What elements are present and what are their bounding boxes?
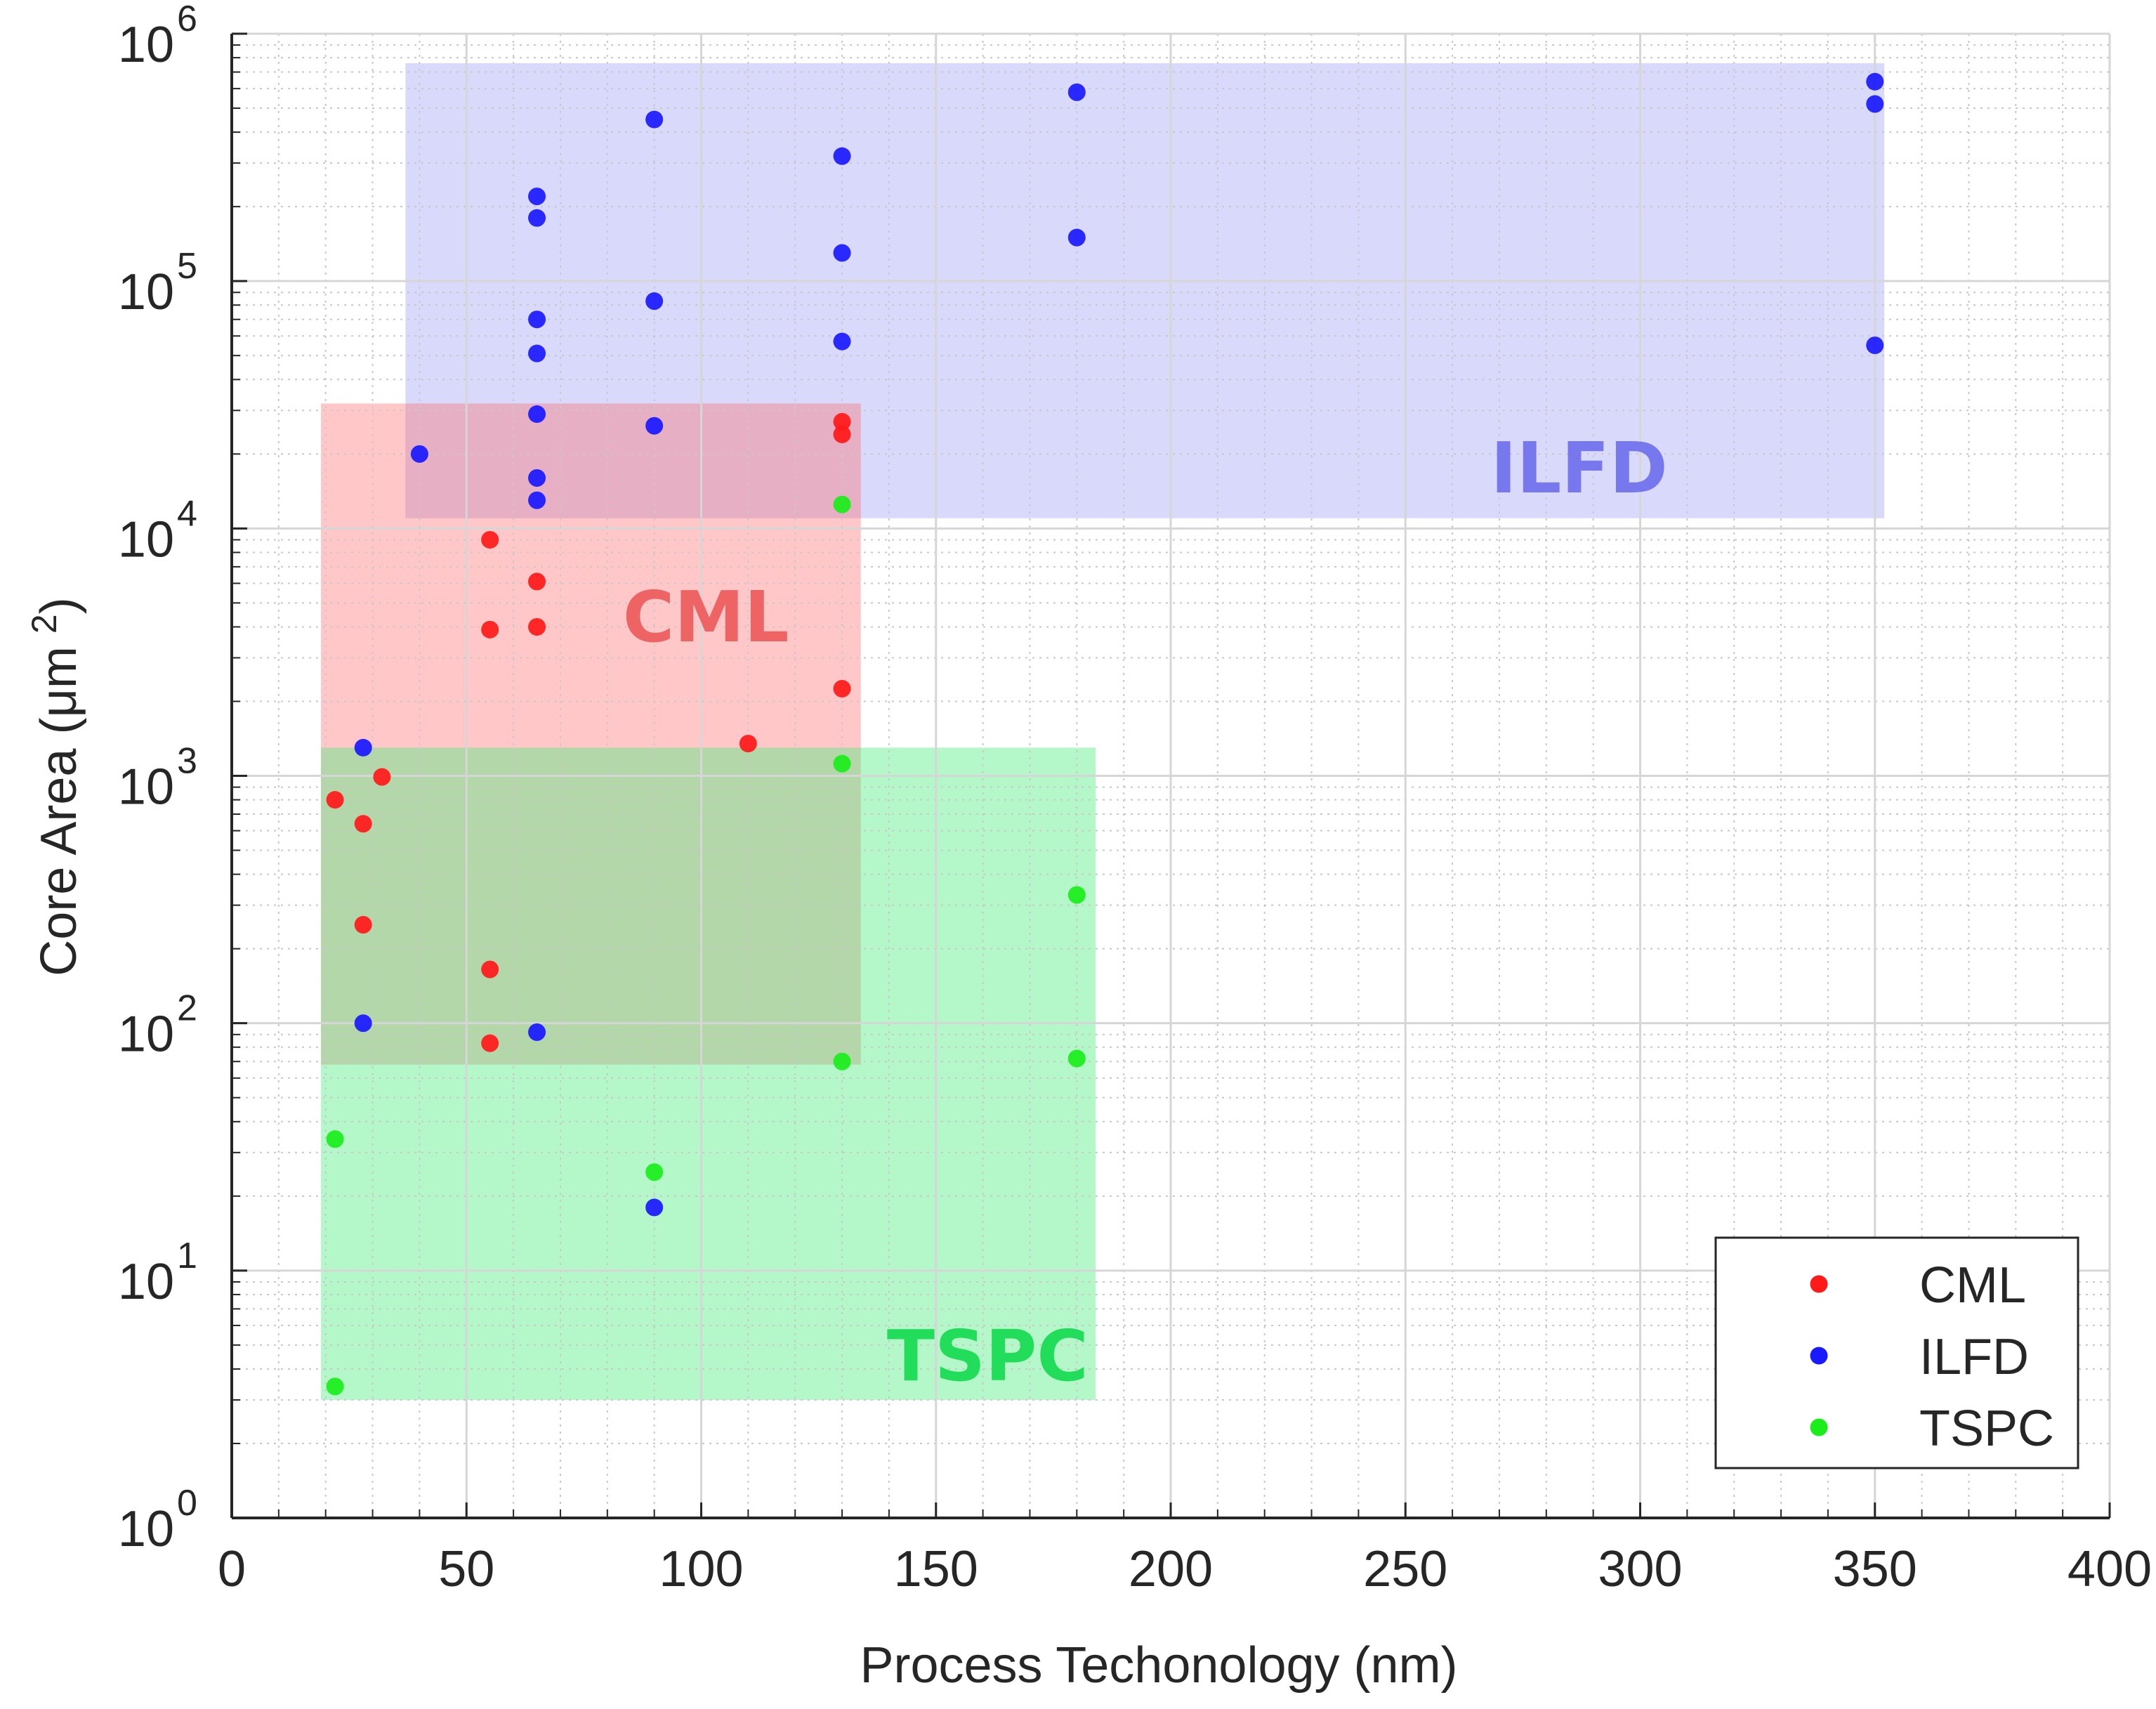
x-tick-label: 150 <box>894 1541 978 1597</box>
y-tick-exponent: 6 <box>177 0 197 39</box>
y-tick-label: 10 <box>118 1501 174 1557</box>
legend-marker-ilfd <box>1810 1347 1828 1365</box>
data-point-cml <box>326 791 344 809</box>
data-points-layer <box>326 72 1884 1396</box>
data-point-cml <box>354 815 372 833</box>
data-point-tspc <box>833 495 851 513</box>
data-point-cml <box>481 530 499 549</box>
data-point-cml <box>373 768 391 786</box>
data-point-cml <box>528 572 546 591</box>
y-axis-title: Core Area (μm 2) <box>25 597 87 976</box>
x-tick-label: 300 <box>1598 1541 1682 1597</box>
region-label-tspc: TSPC <box>887 1315 1089 1397</box>
y-tick-exponent: 2 <box>177 988 197 1029</box>
x-axis-title: Process Techonology (nm) <box>860 1637 1457 1694</box>
y-tick-exponent: 1 <box>177 1236 197 1276</box>
y-tick-exponent: 3 <box>177 741 197 782</box>
legend-marker-cml <box>1810 1275 1828 1293</box>
data-point-cml <box>481 1034 499 1052</box>
data-point-cml <box>354 916 372 934</box>
data-point-ilfd <box>833 147 851 165</box>
data-point-cml <box>833 679 851 698</box>
data-point-cml <box>481 960 499 978</box>
x-tick-label: 0 <box>218 1541 246 1597</box>
y-axis-title-text: Core Area (μm <box>31 646 87 976</box>
region-ilfd <box>405 63 1885 518</box>
legend-marker-tspc <box>1810 1418 1828 1436</box>
region-label-cml: CML <box>623 576 789 658</box>
data-point-ilfd <box>645 417 664 435</box>
data-point-ilfd <box>354 738 372 757</box>
region-label-ilfd: ILFD <box>1490 427 1667 509</box>
x-tick-label: 50 <box>438 1541 494 1597</box>
data-point-ilfd <box>528 209 546 227</box>
data-point-ilfd <box>1866 336 1884 355</box>
data-point-ilfd <box>528 405 546 423</box>
y-tick-label: 10 <box>118 264 174 320</box>
x-tick-label: 400 <box>2068 1541 2152 1597</box>
data-point-cml <box>833 425 851 443</box>
region-shading-layer <box>321 63 1885 1400</box>
region-labels-layer: ILFD CML TSPC <box>623 427 1668 1397</box>
legend-box <box>1714 1236 2079 1469</box>
data-point-ilfd <box>410 445 428 463</box>
grid-layer <box>230 32 2111 1519</box>
data-point-tspc <box>1067 886 1086 904</box>
data-point-ilfd <box>528 1023 546 1041</box>
data-point-tspc <box>833 1052 851 1070</box>
data-point-ilfd <box>528 344 546 362</box>
y-tick-label: 10 <box>118 17 174 73</box>
y-tick-label: 10 <box>118 1007 174 1063</box>
x-tick-label: 350 <box>1833 1541 1917 1597</box>
data-point-ilfd <box>645 110 664 129</box>
data-point-tspc <box>326 1377 344 1396</box>
data-point-tspc <box>326 1130 344 1148</box>
region-tspc <box>321 747 1096 1400</box>
y-tick-label: 10 <box>118 1254 174 1310</box>
legend-label-ilfd: ILFD <box>1919 1329 2029 1385</box>
data-point-ilfd <box>645 292 664 310</box>
y-tick-exponent: 0 <box>177 1483 197 1524</box>
data-point-ilfd <box>528 310 546 329</box>
y-tick-label: 10 <box>118 511 174 568</box>
x-tick-label: 200 <box>1129 1541 1213 1597</box>
x-tick-label: 250 <box>1363 1541 1447 1597</box>
data-point-ilfd <box>1866 72 1884 91</box>
y-tick-label: 10 <box>118 759 174 816</box>
data-point-ilfd <box>354 1014 372 1033</box>
data-point-ilfd <box>1067 83 1086 101</box>
data-point-ilfd <box>645 1198 664 1217</box>
data-point-cml <box>833 412 851 431</box>
y-tick-exponent: 5 <box>177 246 197 287</box>
y-axis-title-superscript: 2 <box>25 614 64 634</box>
data-point-ilfd <box>528 491 546 509</box>
legend-label-tspc: TSPC <box>1919 1401 2054 1457</box>
legend-label-cml: CML <box>1919 1257 2026 1314</box>
data-point-ilfd <box>833 332 851 351</box>
data-point-tspc <box>833 754 851 773</box>
data-point-ilfd <box>528 188 546 206</box>
legend: CML ILFD TSPC <box>1714 1236 2079 1469</box>
x-tick-label: 100 <box>659 1541 743 1597</box>
y-tick-exponent: 4 <box>177 493 197 534</box>
data-point-ilfd <box>1866 95 1884 113</box>
data-point-ilfd <box>528 469 546 487</box>
y-axis-title-close: ) <box>31 597 87 614</box>
data-point-ilfd <box>833 244 851 262</box>
data-point-cml <box>481 620 499 639</box>
data-point-tspc <box>645 1163 664 1181</box>
data-point-cml <box>528 617 546 636</box>
region-cml <box>321 403 861 1065</box>
data-point-ilfd <box>1067 228 1086 247</box>
data-point-cml <box>739 735 757 753</box>
data-point-tspc <box>1067 1049 1086 1068</box>
